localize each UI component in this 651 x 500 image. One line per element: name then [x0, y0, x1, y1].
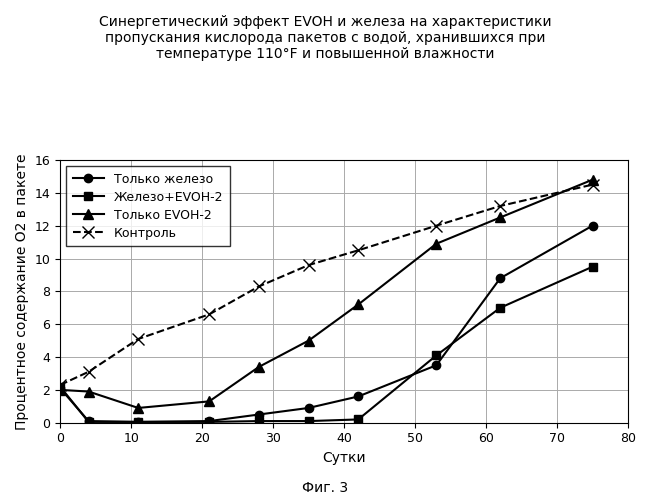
- Только EVOH-2: [589, 176, 596, 182]
- Только EVOH-2: [56, 387, 64, 393]
- Железо+EVOH-2: [56, 384, 64, 390]
- Только железо: [496, 275, 504, 281]
- Только железо: [134, 419, 142, 425]
- Железо+EVOH-2: [432, 352, 440, 358]
- Контроль: [205, 312, 213, 318]
- Железо+EVOH-2: [354, 416, 362, 422]
- Контроль: [589, 182, 596, 188]
- Контроль: [255, 284, 263, 290]
- Только железо: [589, 222, 596, 228]
- Контроль: [85, 369, 92, 375]
- Только EVOH-2: [134, 405, 142, 411]
- Железо+EVOH-2: [496, 305, 504, 311]
- Line: Только железо: Только железо: [56, 222, 597, 426]
- Только EVOH-2: [496, 214, 504, 220]
- Железо+EVOH-2: [134, 419, 142, 425]
- Только EVOH-2: [255, 364, 263, 370]
- Железо+EVOH-2: [589, 264, 596, 270]
- Контроль: [432, 222, 440, 228]
- Только железо: [432, 362, 440, 368]
- Только железо: [85, 418, 92, 424]
- Text: Фиг. 3: Фиг. 3: [303, 481, 348, 495]
- Только EVOH-2: [354, 302, 362, 308]
- Контроль: [134, 336, 142, 342]
- Line: Только EVOH-2: Только EVOH-2: [55, 175, 598, 413]
- Только железо: [255, 412, 263, 418]
- Только железо: [354, 394, 362, 400]
- Контроль: [305, 262, 312, 268]
- Контроль: [496, 203, 504, 209]
- Только EVOH-2: [85, 388, 92, 394]
- Только EVOH-2: [205, 398, 213, 404]
- Железо+EVOH-2: [305, 418, 312, 424]
- Контроль: [56, 382, 64, 388]
- Line: Железо+EVOH-2: Железо+EVOH-2: [56, 262, 597, 426]
- Legend: Только железо, Железо+EVOH-2, Только EVOH-2, Контроль: Только железо, Железо+EVOH-2, Только EVO…: [66, 166, 230, 246]
- Только EVOH-2: [432, 240, 440, 246]
- Только железо: [205, 418, 213, 424]
- Только железо: [305, 405, 312, 411]
- Только железо: [56, 385, 64, 391]
- Железо+EVOH-2: [85, 419, 92, 425]
- Контроль: [354, 248, 362, 254]
- Text: Синергетический эффект EVOH и железа на характеристики
пропускания кислорода пак: Синергетический эффект EVOH и железа на …: [99, 15, 552, 62]
- Только EVOH-2: [305, 338, 312, 344]
- Y-axis label: Процентное содержание O2 в пакете: Процентное содержание O2 в пакете: [15, 153, 29, 429]
- Line: Контроль: Контроль: [55, 179, 598, 390]
- Железо+EVOH-2: [255, 418, 263, 424]
- Железо+EVOH-2: [205, 419, 213, 425]
- X-axis label: Сутки: Сутки: [322, 451, 366, 465]
